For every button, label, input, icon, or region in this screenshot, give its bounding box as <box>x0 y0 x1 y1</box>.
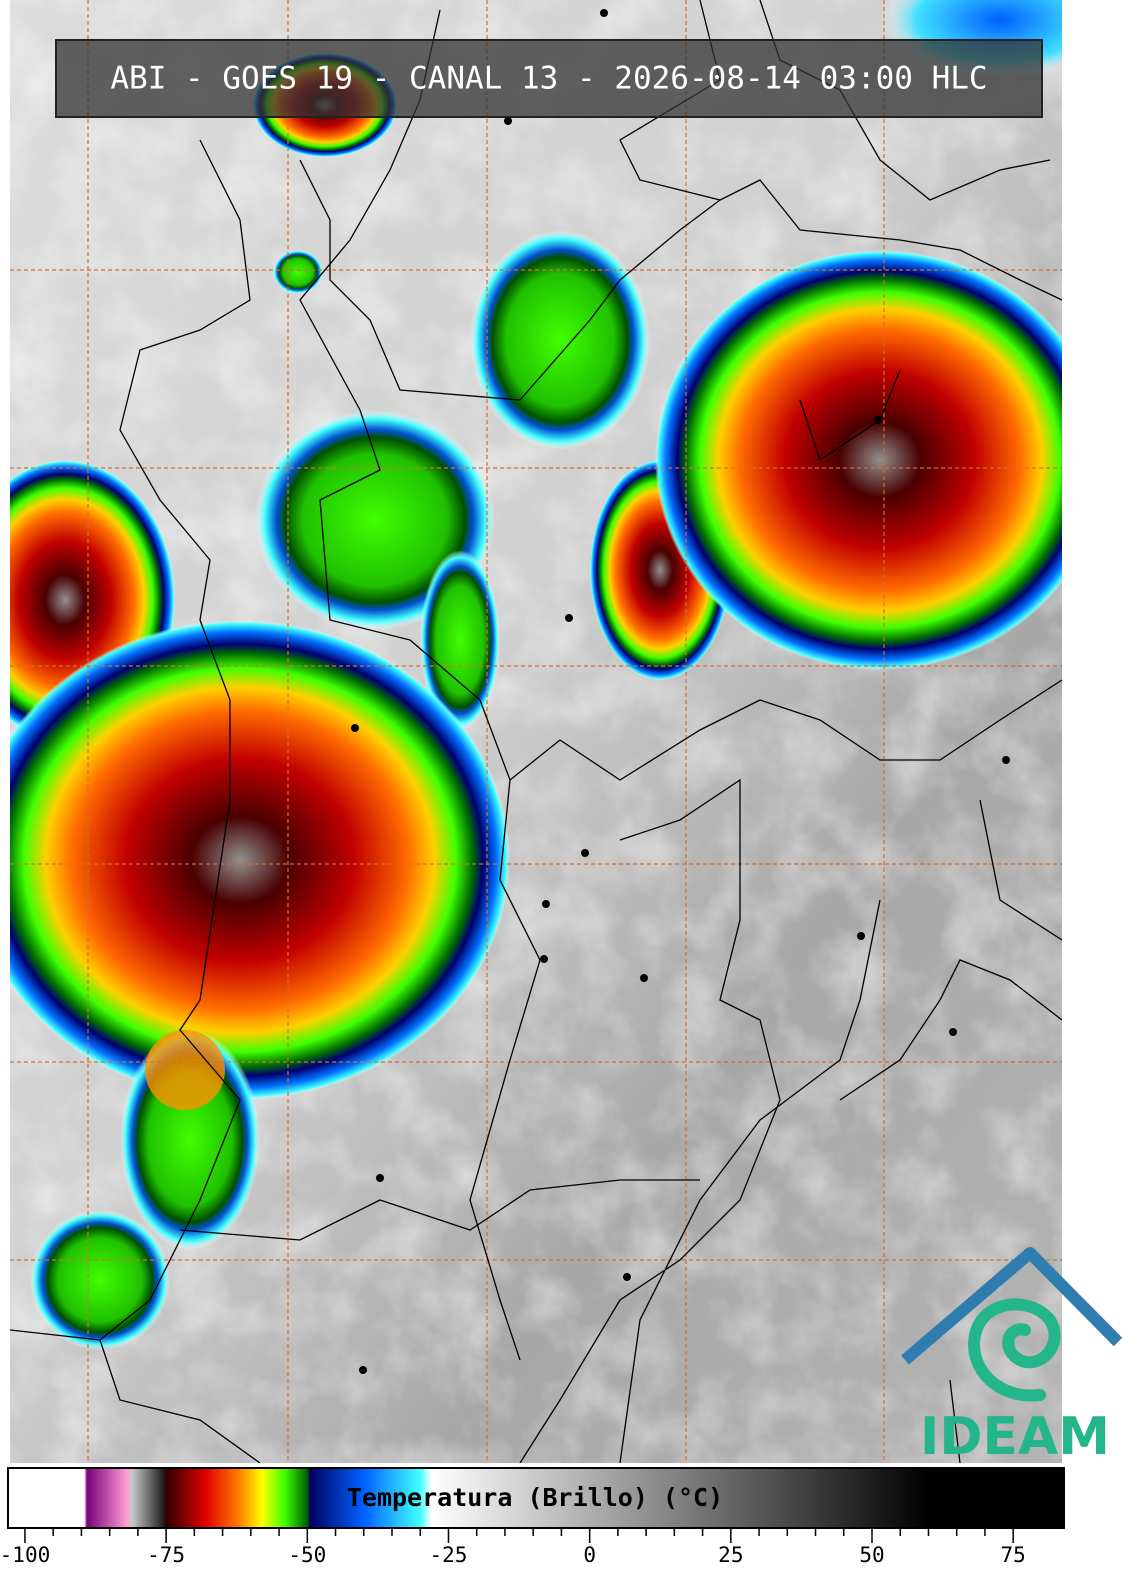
city <box>640 974 648 982</box>
title-box <box>55 39 1043 118</box>
city <box>359 1366 367 1374</box>
tick-label: 75 <box>1001 1543 1026 1567</box>
city <box>376 1174 384 1182</box>
colorbar: Temperatura (Brillo) (°C) -100 -75 -50 -25 0… <box>0 1467 1065 1567</box>
city <box>565 614 573 622</box>
storm <box>10 620 510 1100</box>
city <box>857 932 865 940</box>
city <box>351 724 359 732</box>
title: ABI - GOES 19 - CANAL 13 - 2026-08-14 03… <box>110 61 987 97</box>
cloud <box>470 230 650 450</box>
tick-label: -50 <box>288 1543 326 1567</box>
tick-label: 50 <box>859 1543 884 1567</box>
colorbar-label: Temperatura (Brillo) (°C) <box>347 1483 723 1512</box>
city <box>949 1028 957 1036</box>
cloud <box>273 250 323 294</box>
city <box>1002 756 1010 764</box>
city <box>874 416 882 424</box>
logo: IDEAM <box>901 1247 1123 1467</box>
logo-swirl <box>968 1298 1061 1402</box>
city <box>581 849 589 857</box>
city <box>540 955 548 963</box>
cloud <box>145 1030 225 1110</box>
cities <box>351 9 1010 1374</box>
storm <box>655 250 1062 670</box>
tick-label: -100 <box>0 1543 50 1567</box>
cloud <box>30 1210 170 1350</box>
satellite-map <box>10 0 1062 1463</box>
tick-label: 25 <box>718 1543 743 1567</box>
logo-text: IDEAM <box>920 1407 1110 1467</box>
logo-roof <box>901 1247 1123 1365</box>
city <box>542 900 550 908</box>
city <box>600 9 608 17</box>
city <box>623 1273 631 1281</box>
city <box>504 117 512 125</box>
tick-label: -25 <box>430 1543 468 1567</box>
tick-label: -75 <box>147 1543 185 1567</box>
colorbar-scale <box>7 1467 1065 1529</box>
cloud <box>420 550 500 730</box>
tick-label: 0 <box>583 1543 596 1567</box>
